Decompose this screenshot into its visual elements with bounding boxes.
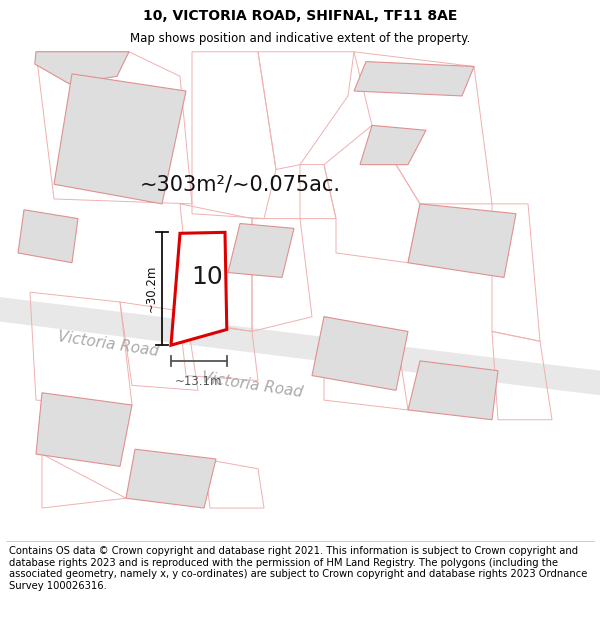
Text: ~13.1m: ~13.1m [175,374,223,388]
Polygon shape [360,126,426,164]
Polygon shape [354,62,474,96]
Polygon shape [54,74,186,204]
Text: ~30.2m: ~30.2m [145,265,158,312]
Text: Victoria Road: Victoria Road [200,371,304,401]
Text: Contains OS data © Crown copyright and database right 2021. This information is : Contains OS data © Crown copyright and d… [9,546,587,591]
Polygon shape [18,210,78,262]
Polygon shape [126,449,216,508]
Polygon shape [228,224,294,278]
Polygon shape [36,392,132,466]
Text: 10: 10 [191,266,223,289]
Polygon shape [35,52,129,84]
Text: ~303m²/~0.075ac.: ~303m²/~0.075ac. [139,174,341,194]
Polygon shape [408,361,498,420]
Polygon shape [171,232,227,345]
Text: Victoria Road: Victoria Road [56,329,160,359]
Polygon shape [408,204,516,278]
Text: Map shows position and indicative extent of the property.: Map shows position and indicative extent… [130,32,470,45]
Polygon shape [0,297,600,395]
Polygon shape [312,317,408,390]
Text: 10, VICTORIA ROAD, SHIFNAL, TF11 8AE: 10, VICTORIA ROAD, SHIFNAL, TF11 8AE [143,9,457,23]
